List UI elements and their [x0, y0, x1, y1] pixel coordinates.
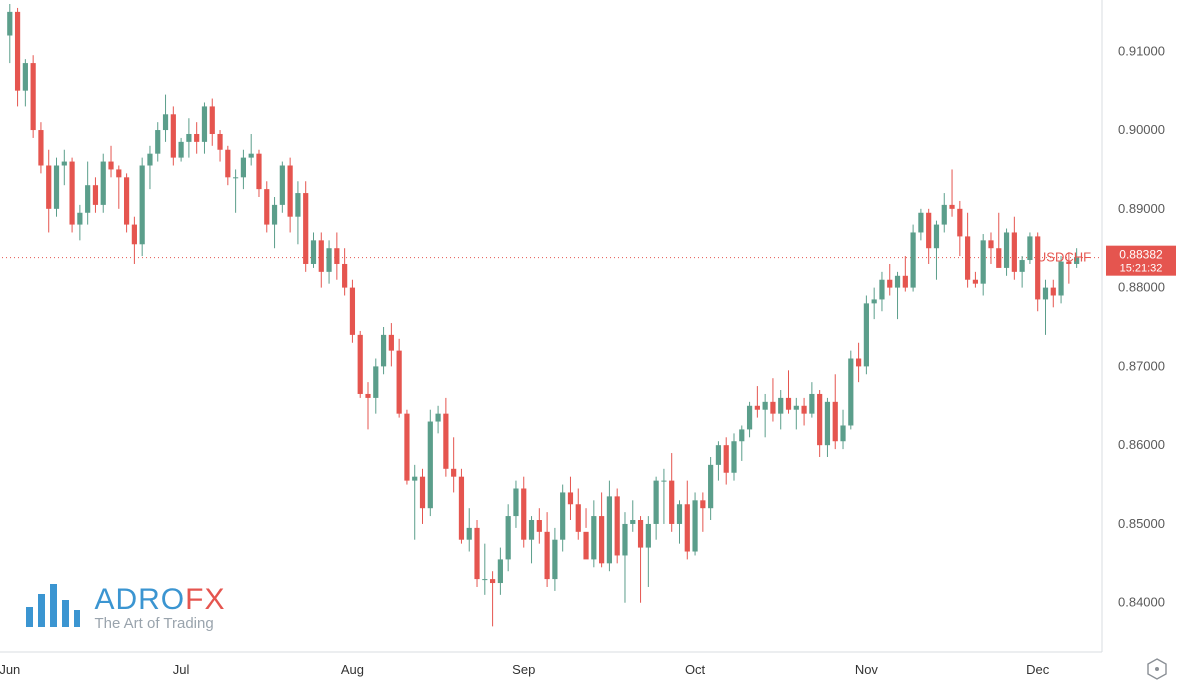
svg-text:0.88382: 0.88382 — [1119, 248, 1163, 262]
svg-text:Nov: Nov — [855, 662, 879, 677]
svg-text:Sep: Sep — [512, 662, 535, 677]
logo-text-adro: ADRO — [94, 583, 185, 616]
logo-text-fx: FX — [185, 583, 225, 616]
brand-logo: ADROFX The Art of Trading — [26, 582, 225, 632]
svg-text:0.89000: 0.89000 — [1118, 201, 1165, 216]
svg-text:0.87000: 0.87000 — [1118, 358, 1165, 373]
logo-tagline: The Art of Trading — [94, 615, 225, 632]
svg-text:USDCHF: USDCHF — [1037, 250, 1091, 265]
svg-text:Aug: Aug — [341, 662, 364, 677]
svg-text:0.91000: 0.91000 — [1118, 43, 1165, 58]
svg-text:0.86000: 0.86000 — [1118, 437, 1165, 452]
svg-text:15:21:32: 15:21:32 — [1120, 263, 1163, 275]
settings-icon[interactable] — [1146, 658, 1168, 680]
svg-text:Jul: Jul — [173, 662, 190, 677]
svg-text:Dec: Dec — [1026, 662, 1050, 677]
svg-text:Oct: Oct — [685, 662, 706, 677]
svg-text:0.84000: 0.84000 — [1118, 595, 1165, 610]
svg-text:0.90000: 0.90000 — [1118, 122, 1165, 137]
svg-text:0.88000: 0.88000 — [1118, 280, 1165, 295]
svg-text:Jun: Jun — [0, 662, 20, 677]
logo-bars-icon — [26, 582, 80, 632]
svg-text:0.85000: 0.85000 — [1118, 516, 1165, 531]
